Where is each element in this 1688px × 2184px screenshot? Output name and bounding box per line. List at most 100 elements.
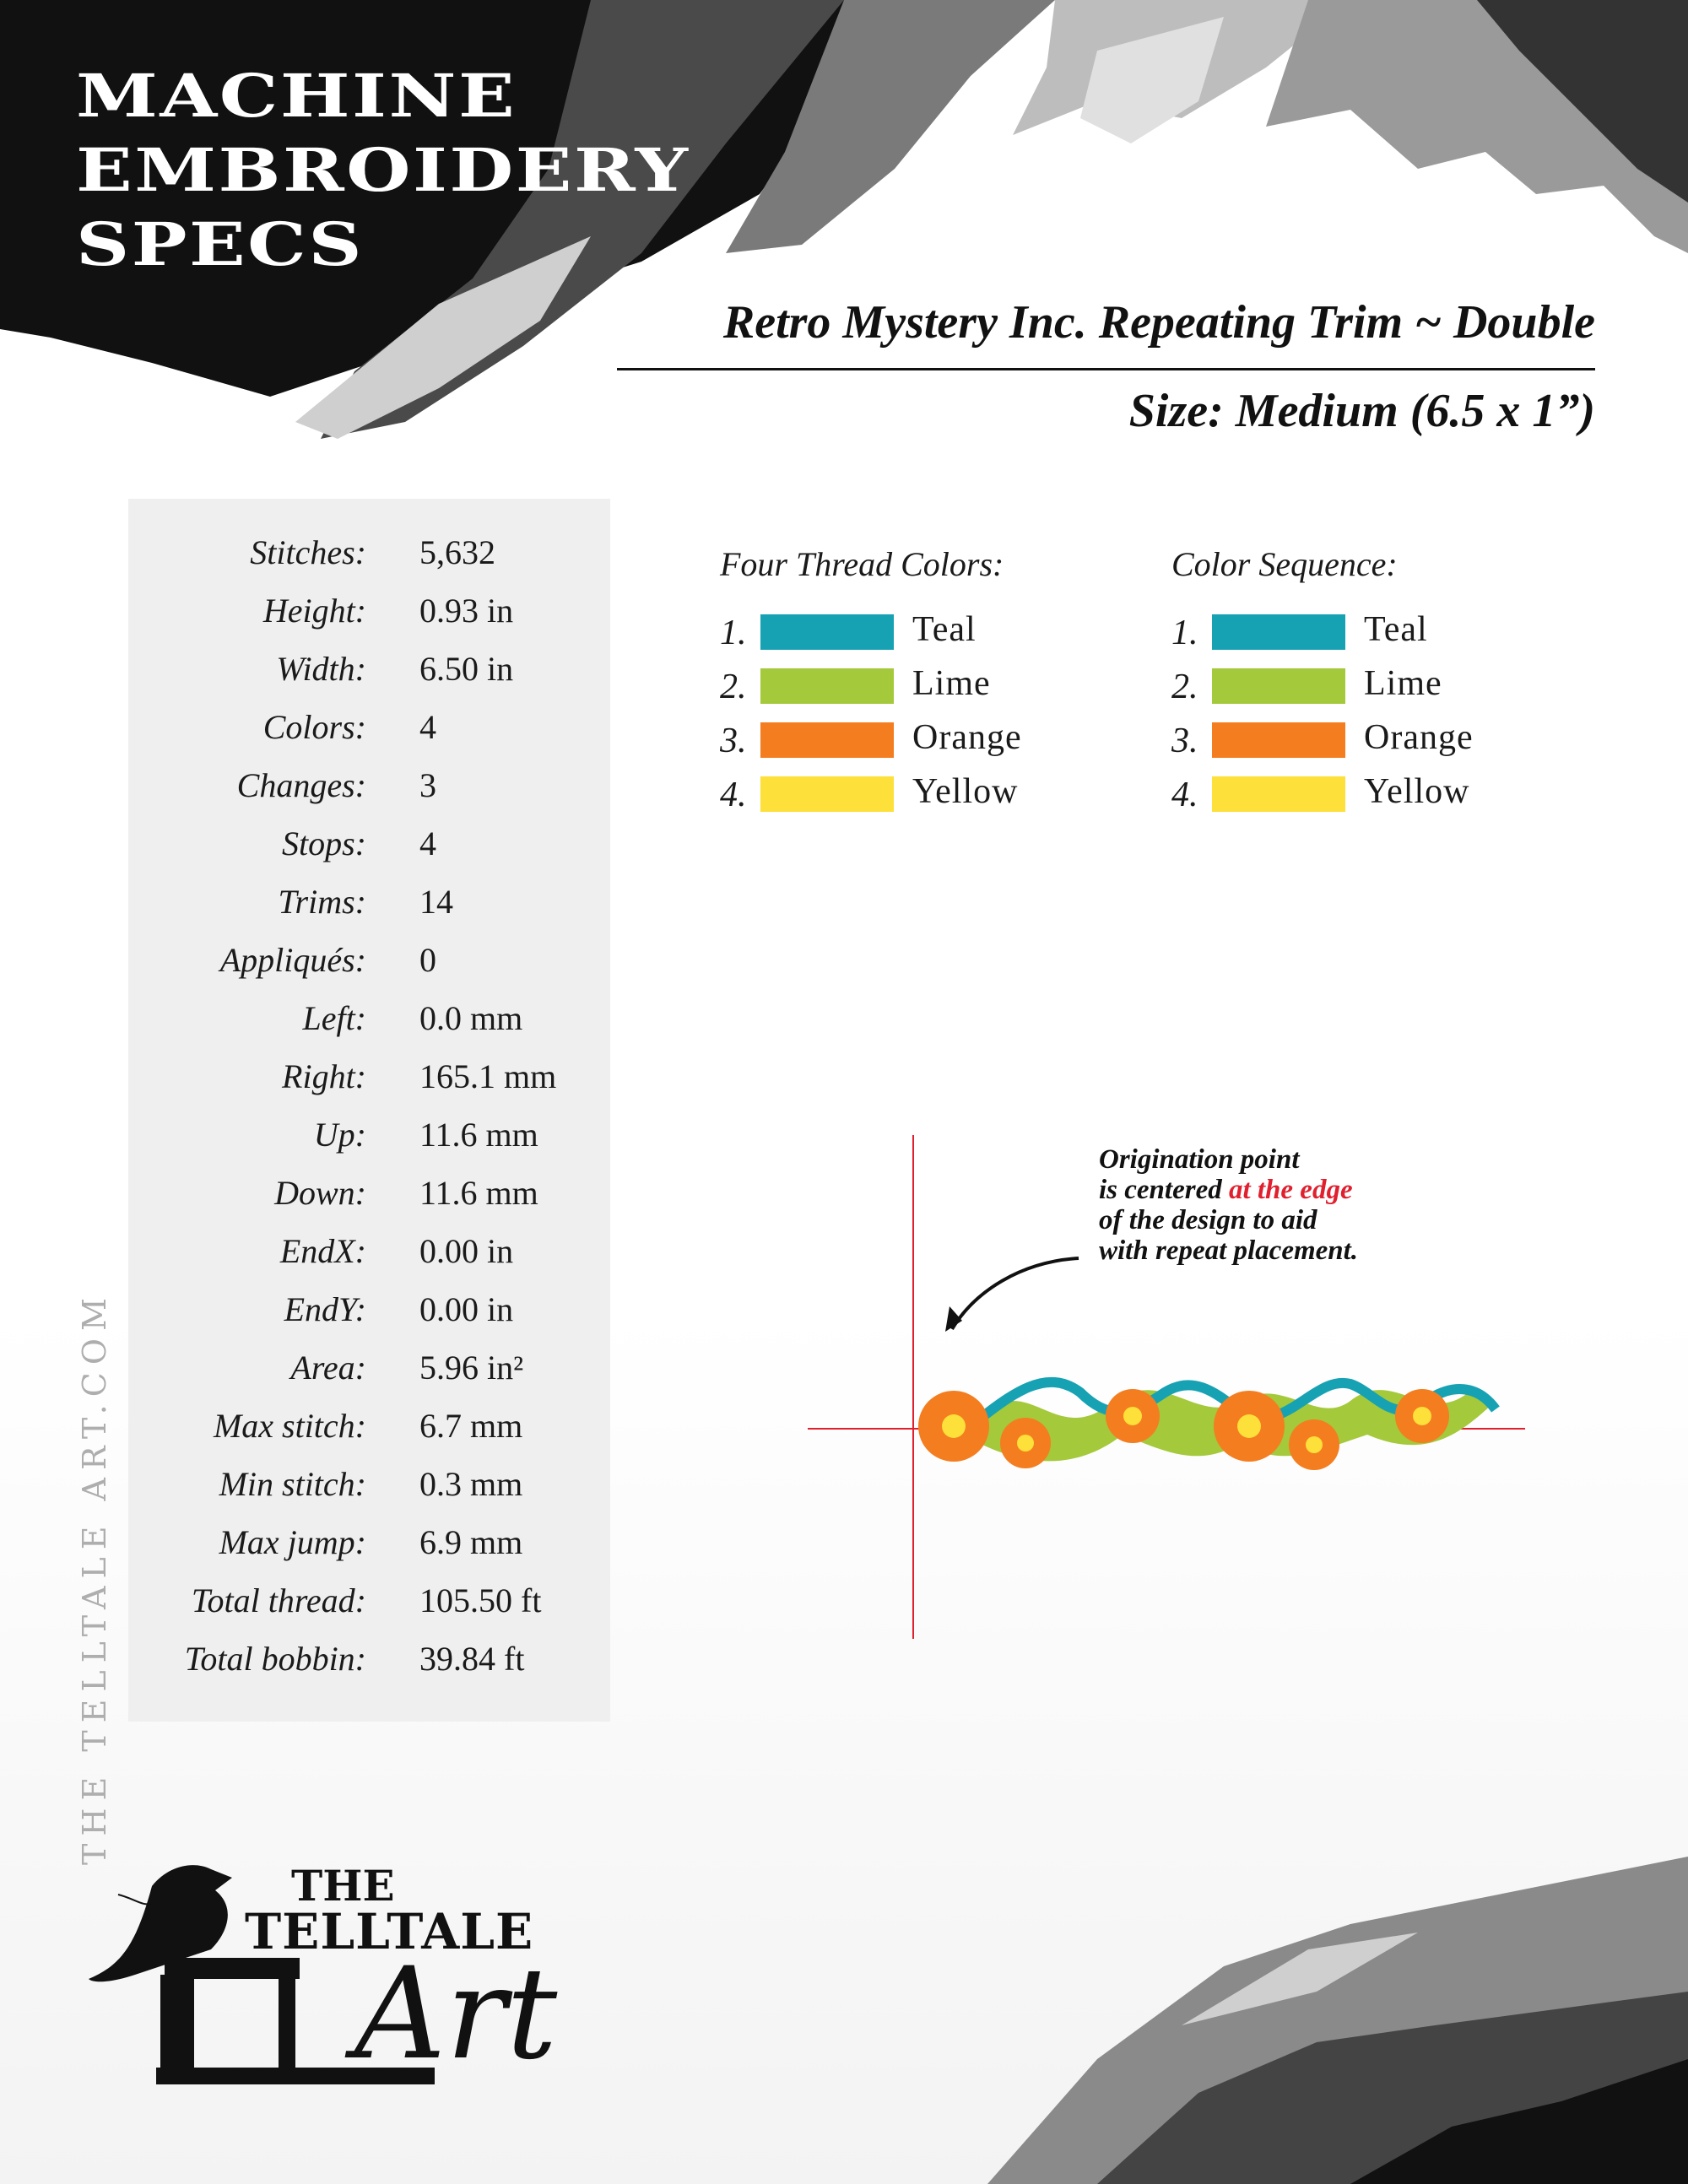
spec-row: Max stitch: 6.7 mm — [128, 1406, 610, 1457]
color-name: Yellow — [1364, 772, 1470, 811]
color-sequence-item: 3. Orange — [1171, 718, 1509, 760]
color-swatch — [760, 614, 894, 650]
arrow-head-icon — [945, 1306, 962, 1332]
spec-label: Up: — [313, 1116, 366, 1154]
spec-label: Trims: — [278, 883, 367, 921]
watermark-url: THE TELLTALE ART.COM — [76, 1290, 113, 1865]
color-name: Lime — [1364, 664, 1442, 703]
spec-row: Area: 5.96 in² — [128, 1348, 610, 1398]
header-divider — [617, 368, 1595, 370]
color-sequence-item: 1. Teal — [1171, 610, 1509, 652]
spec-label: Area: — [290, 1349, 366, 1387]
spec-label: Max jump: — [219, 1523, 366, 1561]
spec-row: Trims: 14 — [128, 882, 610, 933]
item-number: 2. — [1171, 668, 1198, 706]
title-line-3: SPECS — [76, 209, 365, 279]
spec-value: 5,632 — [419, 533, 495, 571]
item-number: 4. — [1171, 776, 1198, 814]
logo-art: Art — [354, 1941, 558, 2088]
note-line-4: with repeat placement. — [1099, 1235, 1359, 1266]
item-number: 3. — [720, 722, 747, 760]
color-name: Teal — [912, 610, 977, 649]
spec-row: Height: 0.93 in — [128, 591, 610, 641]
color-swatch — [1212, 722, 1345, 758]
spec-row: Up: 11.6 mm — [128, 1115, 610, 1165]
color-swatch — [1212, 776, 1345, 812]
spec-value: 39.84 ft — [419, 1640, 525, 1678]
logo-the: THE — [291, 1861, 395, 1911]
spec-value: 11.6 mm — [419, 1174, 538, 1212]
spec-row: Stitches: 5,632 — [128, 532, 610, 583]
color-swatch — [760, 668, 894, 704]
spec-label: Right: — [282, 1057, 366, 1095]
spec-label: Appliqués: — [219, 941, 366, 979]
item-number: 1. — [1171, 614, 1198, 652]
spec-value: 6.7 mm — [419, 1407, 523, 1445]
design-size: Size: Medium (6.5 x 1”) — [1128, 385, 1595, 437]
thread-colors-item: 4. Yellow — [720, 772, 1058, 814]
arrow-curve — [950, 1257, 1079, 1331]
spec-row: Total thread: 105.50 ft — [128, 1581, 610, 1631]
spec-value: 0.0 mm — [419, 999, 523, 1037]
logo-telltale: TELLTALE — [245, 1903, 534, 1960]
spec-row: Left: 0.0 mm — [128, 998, 610, 1049]
spec-value: 0.00 in — [419, 1290, 514, 1328]
thread-colors-item: 2. Lime — [720, 664, 1058, 706]
crow-sewing-machine-icon — [89, 1865, 435, 2084]
color-name: Yellow — [912, 772, 1019, 811]
title-line-2: EMBROIDERY — [76, 135, 690, 205]
color-name: Teal — [1364, 610, 1428, 649]
spec-label: Stitches: — [250, 533, 366, 571]
spec-row: Max jump: 6.9 mm — [128, 1522, 610, 1573]
spec-row: Min stitch: 0.3 mm — [128, 1464, 610, 1515]
item-number: 2. — [720, 668, 747, 706]
spec-row: Total bobbin: 39.84 ft — [128, 1639, 610, 1689]
trim-design-preview — [918, 1376, 1500, 1470]
color-name: Orange — [1364, 718, 1474, 757]
thread-colors-item: 3. Orange — [720, 718, 1058, 760]
thread-colors-item: 1. Teal — [720, 610, 1058, 652]
spec-value: 0.3 mm — [419, 1465, 523, 1503]
spec-row: Changes: 3 — [128, 765, 610, 816]
spec-value: 0.93 in — [419, 592, 514, 630]
color-sequence-heading: Color Sequence: — [1171, 545, 1398, 583]
color-swatch — [1212, 668, 1345, 704]
color-swatch — [760, 776, 894, 812]
color-swatch — [1212, 614, 1345, 650]
spec-row: Colors: 4 — [128, 707, 610, 758]
spec-label: Total thread: — [191, 1581, 366, 1619]
item-number: 1. — [720, 614, 747, 652]
page-title: MACHINE EMBROIDERY SPECS — [76, 59, 690, 282]
spec-label: Down: — [274, 1174, 366, 1212]
color-swatch — [760, 722, 894, 758]
spec-row: Right: 165.1 mm — [128, 1057, 610, 1107]
spec-row: Stops: 4 — [128, 824, 610, 874]
spec-value: 4 — [419, 708, 436, 746]
spec-value: 0 — [419, 941, 436, 979]
note-text: is centered — [1099, 1175, 1229, 1205]
design-name: Retro Mystery Inc. Repeating Trim ~ Doub… — [722, 296, 1595, 349]
spec-label: EndX: — [279, 1232, 366, 1270]
spec-label: Height: — [262, 592, 366, 630]
spec-value: 105.50 ft — [419, 1581, 542, 1619]
title-line-1: MACHINE — [76, 61, 517, 131]
telltale-logo: THE TELLTALE Art — [84, 1857, 641, 2110]
color-name: Orange — [912, 718, 1022, 757]
note-line-1: Origination point — [1099, 1144, 1300, 1175]
spec-label: Max stitch: — [213, 1407, 366, 1445]
thread-colors-heading: Four Thread Colors: — [720, 545, 1004, 583]
spec-label: EndY: — [284, 1290, 366, 1328]
spec-row: EndY: 0.00 in — [128, 1289, 610, 1340]
item-number: 3. — [1171, 722, 1198, 760]
note-highlight: at the edge — [1228, 1175, 1353, 1205]
spec-value: 0.00 in — [419, 1232, 514, 1270]
spec-label: Width: — [276, 650, 366, 688]
spec-value: 6.50 in — [419, 650, 514, 688]
grunge-brush-header — [0, 0, 1688, 439]
spec-value: 11.6 mm — [419, 1116, 538, 1154]
spec-label: Min stitch: — [219, 1465, 366, 1503]
spec-value: 5.96 in² — [419, 1349, 524, 1387]
spec-value: 165.1 mm — [419, 1057, 557, 1095]
note-line-3: of the design to aid — [1099, 1205, 1317, 1235]
